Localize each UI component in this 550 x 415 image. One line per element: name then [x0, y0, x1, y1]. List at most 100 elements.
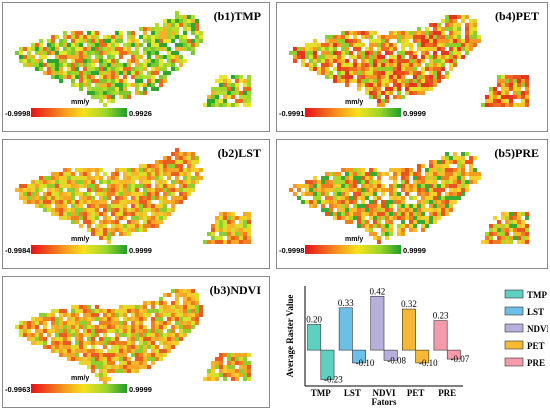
- raster-cell: [401, 228, 405, 232]
- raster-cell: [159, 176, 163, 180]
- raster-cell: [127, 63, 131, 67]
- raster-cell: [67, 357, 71, 361]
- raster-cell: [215, 236, 219, 240]
- raster-cell: [429, 59, 433, 63]
- raster-cell: [345, 51, 349, 55]
- raster-cell: [59, 325, 63, 329]
- raster-cell: [501, 87, 505, 91]
- raster-cell: [111, 325, 115, 329]
- raster-cell: [155, 63, 159, 67]
- raster-cell: [63, 168, 67, 172]
- raster-cell: [469, 31, 473, 35]
- raster-cell: [99, 176, 103, 180]
- raster-cell: [147, 196, 151, 200]
- raster-cell: [247, 240, 251, 244]
- raster-cell: [75, 357, 79, 361]
- raster-cell: [115, 313, 119, 317]
- raster-cell: [247, 103, 251, 107]
- raster-cell: [171, 305, 175, 309]
- raster-cell: [115, 75, 119, 79]
- raster-cell: [95, 55, 99, 59]
- raster-cell: [413, 79, 417, 83]
- raster-cell: [55, 176, 59, 180]
- raster-cell: [55, 325, 59, 329]
- raster-cell: [305, 188, 309, 192]
- raster-cell: [413, 63, 417, 67]
- raster-cell: [211, 369, 215, 373]
- raster-cell: [333, 67, 337, 71]
- raster-cell: [151, 43, 155, 47]
- raster-cell: [187, 160, 191, 164]
- raster-cell: [239, 91, 243, 95]
- raster-cell: [123, 47, 127, 51]
- raster-cell: [87, 168, 91, 172]
- raster-cell: [151, 35, 155, 39]
- raster-cell: [83, 83, 87, 87]
- raster-cell: [131, 43, 135, 47]
- raster-cell: [131, 31, 135, 35]
- raster-cell: [297, 47, 301, 51]
- raster-cell: [139, 345, 143, 349]
- raster-cell: [179, 152, 183, 156]
- raster-cell: [143, 39, 147, 43]
- raster-cell: [67, 208, 71, 212]
- raster-cell: [107, 71, 111, 75]
- raster-cell: [71, 47, 75, 51]
- raster-cell: [425, 31, 429, 35]
- raster-cell: [421, 192, 425, 196]
- raster-cell: [87, 39, 91, 43]
- raster-cell: [393, 31, 397, 35]
- raster-cell: [135, 51, 139, 55]
- raster-cell: [175, 43, 179, 47]
- raster-cell: [227, 91, 231, 95]
- raster-cell: [223, 91, 227, 95]
- raster-cell: [91, 216, 95, 220]
- raster-cell: [111, 91, 115, 95]
- raster-cell: [453, 47, 457, 51]
- raster-cell: [19, 325, 23, 329]
- raster-cell: [433, 23, 437, 27]
- raster-cell: [151, 168, 155, 172]
- raster-cell: [103, 232, 107, 236]
- raster-cell: [99, 317, 103, 321]
- raster-cell: [115, 184, 119, 188]
- raster-cell: [227, 220, 231, 224]
- raster-cell: [75, 220, 79, 224]
- raster-cell: [437, 71, 441, 75]
- raster-cell: [67, 317, 71, 321]
- raster-cell: [313, 47, 317, 51]
- raster-cell: [191, 39, 195, 43]
- raster-cell: [143, 317, 147, 321]
- raster-cell: [389, 216, 393, 220]
- raster-cell: [135, 333, 139, 337]
- raster-cell: [389, 220, 393, 224]
- raster-cell: [147, 309, 151, 313]
- raster-cell: [349, 55, 353, 59]
- raster-cell: [353, 47, 357, 51]
- raster-cell: [87, 71, 91, 75]
- raster-cell: [71, 75, 75, 79]
- raster-cell: [27, 51, 31, 55]
- raster-cell: [139, 329, 143, 333]
- raster-cell: [195, 176, 199, 180]
- raster-cell: [183, 317, 187, 321]
- raster-cell: [473, 180, 477, 184]
- raster-cell: [167, 176, 171, 180]
- raster-cell: [23, 59, 27, 63]
- raster-cell: [235, 236, 239, 240]
- raster-cell: [239, 361, 243, 365]
- colorbar-min: -0.9998: [279, 246, 305, 255]
- raster-cell: [143, 325, 147, 329]
- raster-cell: [489, 228, 493, 232]
- raster-cell: [373, 180, 377, 184]
- raster-cell: [429, 83, 433, 87]
- raster-cell: [341, 200, 345, 204]
- raster-cell: [163, 31, 167, 35]
- raster-cell: [155, 216, 159, 220]
- raster-cell: [55, 349, 59, 353]
- raster-cell: [513, 87, 517, 91]
- raster-cell: [453, 51, 457, 55]
- raster-cell: [409, 224, 413, 228]
- raster-cell: [55, 172, 59, 176]
- raster-cell: [521, 232, 525, 236]
